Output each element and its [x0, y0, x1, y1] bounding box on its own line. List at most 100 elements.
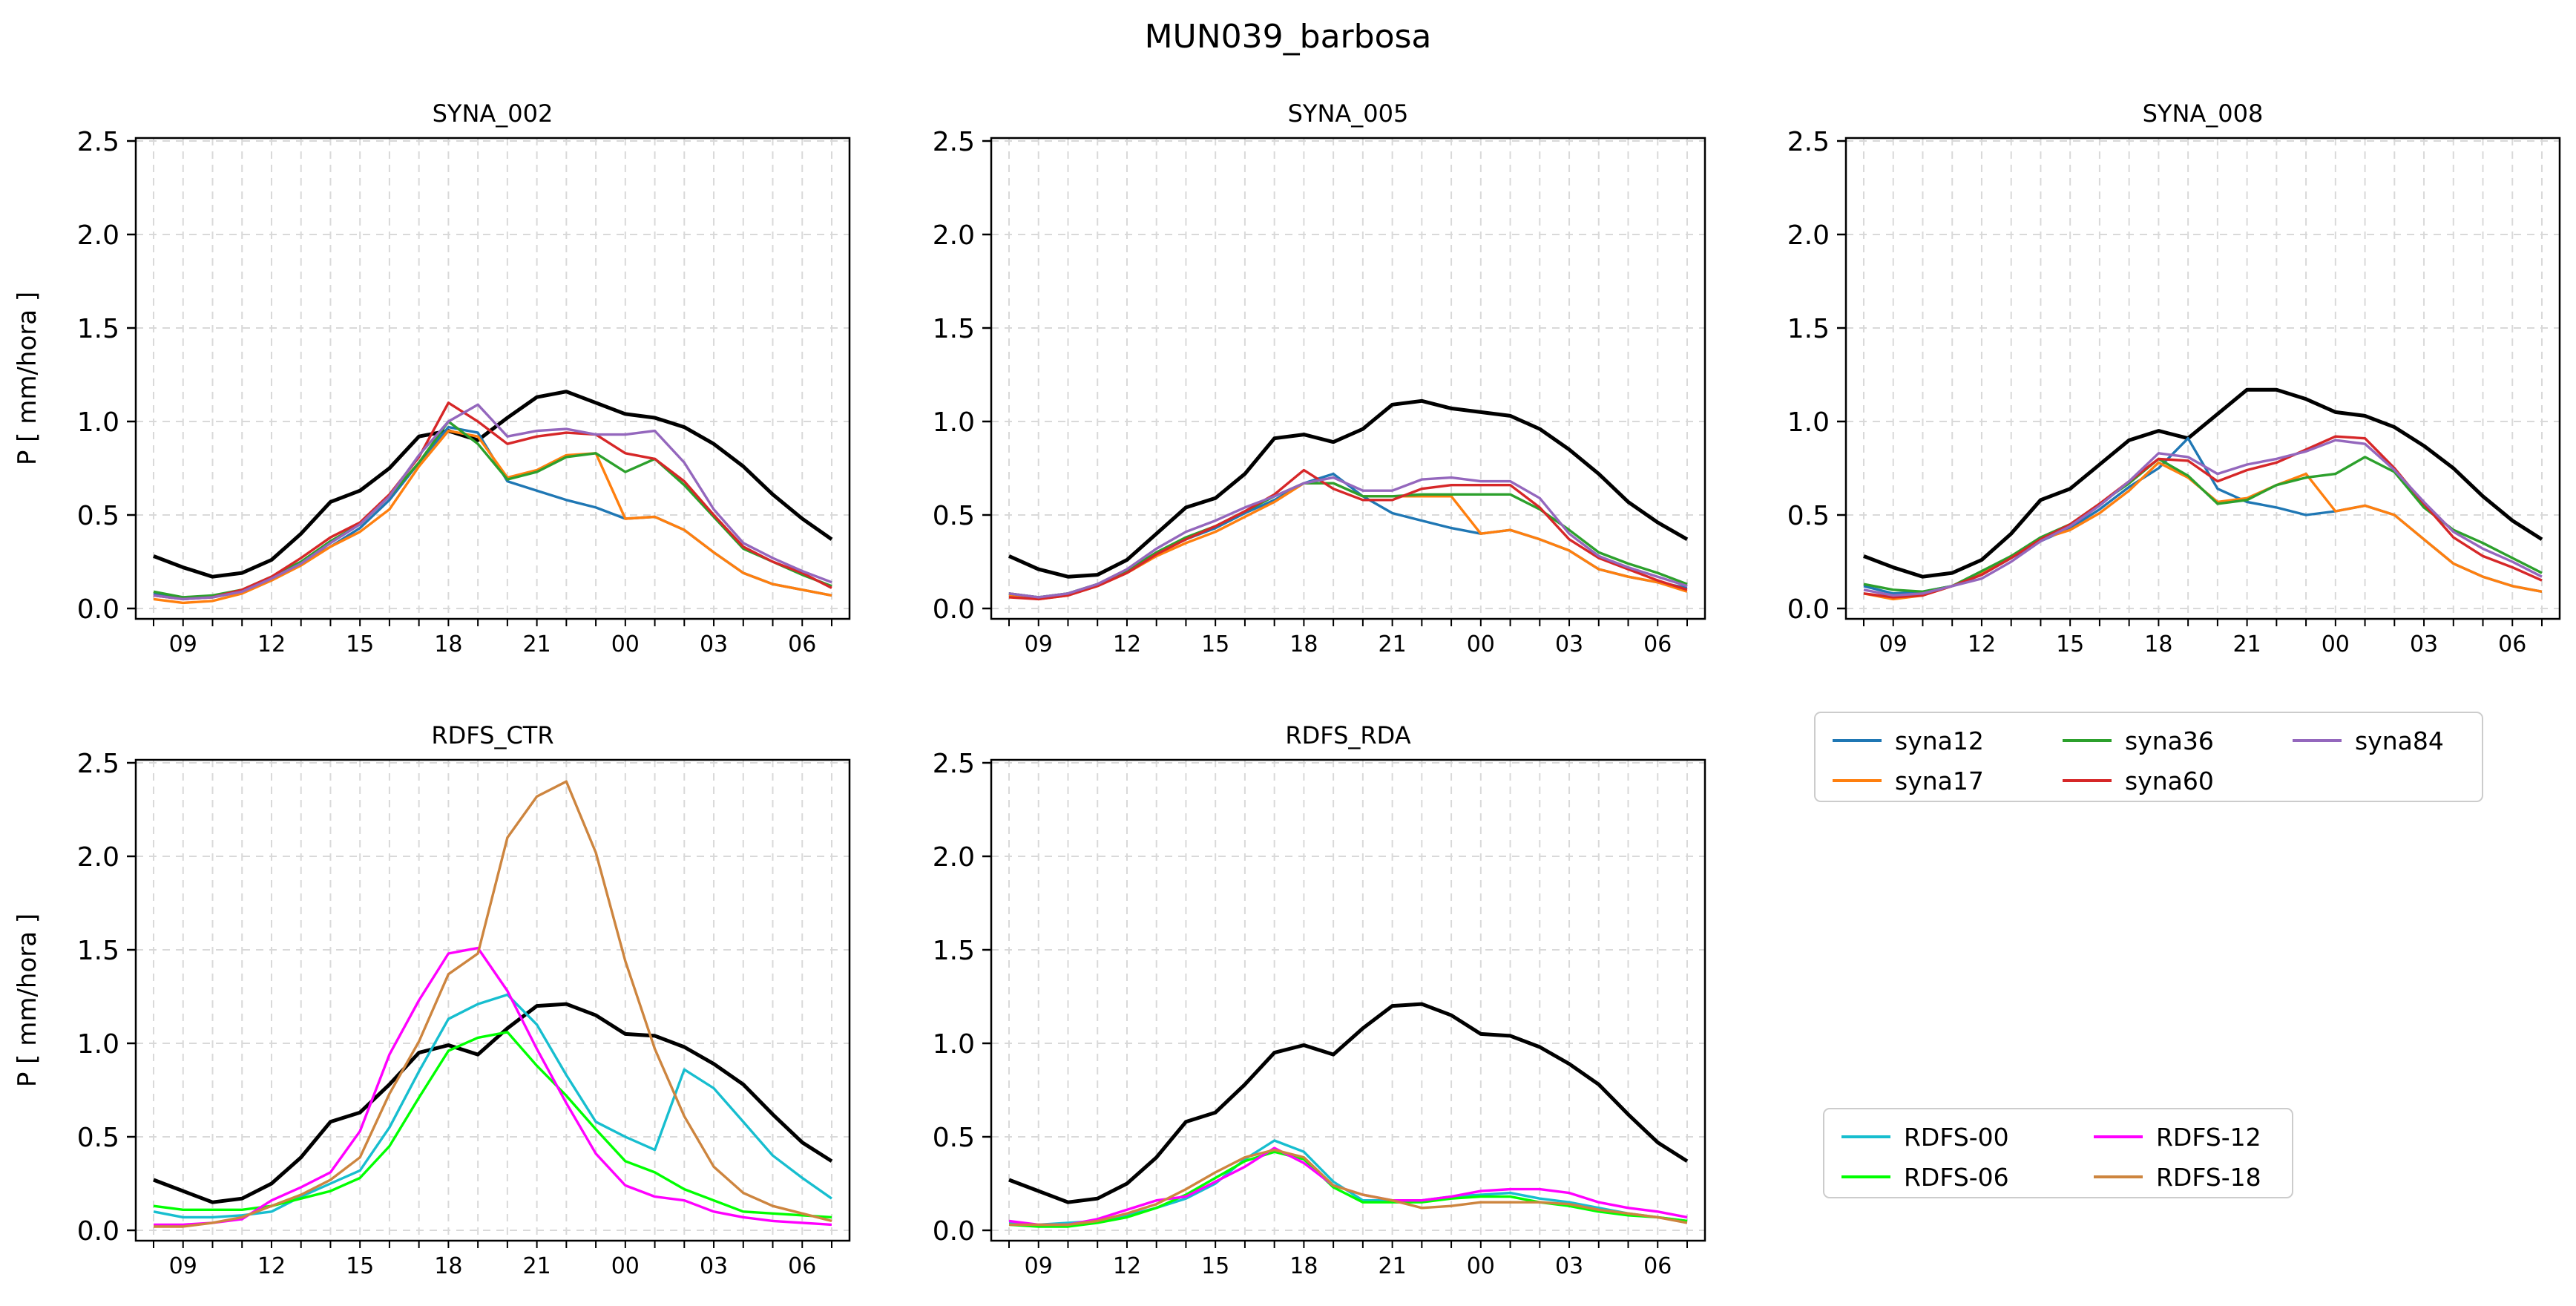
plot-frame	[1844, 137, 2561, 620]
series-line-syna84	[1863, 439, 2543, 597]
y-tick-label: 1.5	[1787, 314, 1830, 344]
x-tick-label: 18	[1289, 631, 1318, 657]
x-tick-label: 03	[1555, 631, 1583, 657]
series-line-syna84	[153, 403, 832, 601]
legend-frame	[1823, 1108, 2293, 1198]
x-tick-label: 09	[169, 1253, 197, 1279]
x-tick-label: 18	[434, 1253, 462, 1279]
y-tick-label: 2.0	[1787, 220, 1830, 251]
x-tick-label: 06	[1643, 1253, 1672, 1279]
y-tick-label: 2.5	[77, 127, 119, 157]
x-tick-label: 06	[788, 631, 816, 657]
y-tick-label: 1.5	[933, 936, 975, 966]
x-tick-label: 00	[611, 1253, 640, 1279]
x-tick-label: 12	[257, 631, 286, 657]
panel-syna-008: 0.0 0.5 1.0 1.5 2.0 2.5 09 12 15 18 21 00 03 06 SYNA_0…	[1787, 99, 2561, 657]
series-line-syna36	[1008, 482, 1688, 599]
x-tick-label: 12	[1113, 631, 1141, 657]
x-tick-label: 09	[1025, 1253, 1053, 1279]
y-tick-label: 2.0	[933, 842, 975, 873]
y-tick-label: 1.5	[933, 314, 975, 344]
y-tick-label: 2.5	[933, 127, 975, 157]
series-line-observed	[1008, 398, 1689, 579]
series-line-observed	[1008, 1002, 1689, 1204]
y-tick-label: 0.5	[933, 501, 975, 531]
panel-syna-005: 0.0 0.5 1.0 1.5 2.0 2.5 09 12 15 18 21 00 03 06 SYNA_0…	[933, 99, 1706, 657]
x-tick-label: 00	[1467, 631, 1495, 657]
x-tick-label: 15	[346, 631, 374, 657]
legend-label-rdfs-12: RDFS-12	[2156, 1123, 2261, 1152]
series-line-syna36	[1863, 456, 2543, 593]
x-tick-label: 06	[2498, 631, 2526, 657]
legend-rdfs: RDFS-00 RDFS-06 RDFS-12 RDFS-18	[1823, 1108, 2293, 1198]
legend-label-syna60: syna60	[2125, 767, 2214, 795]
legend-label-syna84: syna84	[2355, 726, 2444, 755]
series-line-syna84	[1008, 476, 1688, 599]
x-tick-label: 15	[1201, 631, 1229, 657]
series-line-observed	[153, 390, 833, 579]
y-tick-label: 1.0	[1787, 407, 1830, 438]
series-line-syna12	[153, 425, 832, 599]
series-line-rdfs-12	[1008, 1146, 1688, 1227]
series-line-syna60	[1008, 468, 1688, 601]
series-line-observed	[1863, 387, 2543, 579]
x-tick-label: 09	[169, 631, 197, 657]
x-tick-label: 00	[1467, 1253, 1495, 1279]
legend-label-syna36: syna36	[2125, 726, 2214, 755]
x-tick-label: 09	[1879, 631, 1908, 657]
y-tick-label: 0.5	[1787, 501, 1830, 531]
y-tick-label: 1.0	[933, 1029, 975, 1060]
y-tick-label: 0.5	[77, 1123, 119, 1153]
y-tick-label: 0.0	[1787, 594, 1830, 625]
legend-syna: syna12 syna17 syna36 syna60 syna84	[1814, 712, 2483, 802]
panel-title: SYNA_002	[433, 99, 553, 128]
series-line-syna36	[153, 420, 832, 599]
legend-label-rdfs-06: RDFS-06	[1904, 1163, 2009, 1192]
y-tick-label: 0.0	[933, 594, 975, 625]
x-tick-label: 21	[523, 1253, 551, 1279]
series-line-rdfs-18	[154, 780, 832, 1228]
x-tick-label: 15	[1201, 1253, 1229, 1279]
series-line-rdfs-00	[153, 993, 832, 1219]
x-tick-label: 21	[523, 631, 551, 657]
plot-frame	[134, 758, 851, 1242]
y-tick-label: 0.5	[77, 501, 119, 531]
legends: syna12syna17syna36syna60syna84RDFS-00RDF…	[1814, 712, 2483, 1198]
y-tick-label: 0.5	[933, 1123, 975, 1153]
series-line-rdfs-06	[1008, 1150, 1688, 1228]
panel-title: RDFS_RDA	[1285, 721, 1410, 749]
legend-label-rdfs-18: RDFS-18	[2156, 1163, 2261, 1192]
series-line-syna60	[1863, 435, 2543, 599]
y-tick-label: 1.0	[77, 1029, 119, 1060]
x-tick-label: 09	[1025, 631, 1053, 657]
legend-label-syna17: syna17	[1895, 767, 1984, 795]
x-tick-label: 21	[2233, 631, 2261, 657]
x-tick-label: 03	[700, 1253, 728, 1279]
x-tick-label: 12	[1968, 631, 1996, 657]
x-tick-label: 18	[434, 631, 462, 657]
series-line-syna60	[153, 401, 832, 601]
y-axis-label: P [ mm/hora ]	[13, 913, 42, 1087]
panel-title: SYNA_005	[1288, 99, 1409, 128]
panels: 0.0 0.5 1.0 1.5 2.0 2.5 09 12 15 18 21 00 03 06 SYNA_0…	[13, 99, 2561, 1279]
series-line-syna17	[153, 429, 832, 605]
legend-label-syna12: syna12	[1895, 726, 1984, 755]
x-tick-label: 06	[1643, 631, 1672, 657]
plot-frame	[990, 758, 1706, 1242]
x-tick-label: 15	[2056, 631, 2084, 657]
figure-title: MUN039_barbosa	[1145, 18, 1432, 56]
x-tick-label: 21	[1379, 631, 1407, 657]
y-tick-label: 2.5	[77, 749, 119, 779]
x-tick-label: 00	[611, 631, 640, 657]
x-tick-label: 21	[1379, 1253, 1407, 1279]
legend-frame	[1814, 712, 2483, 802]
series-line-syna12	[1863, 437, 2543, 595]
y-tick-label: 1.5	[77, 314, 119, 344]
x-tick-label: 12	[257, 1253, 286, 1279]
panel-title: RDFS_CTR	[431, 721, 553, 749]
panel-rdfs-rda: 0.0 0.5 1.0 1.5 2.0 2.5 09 12 15 18 21 00 03 06 RDFS_R…	[933, 721, 1706, 1279]
panel-rdfs-ctr: 0.0 0.5 1.0 1.5 2.0 2.5 09 12 15 18 21 00 03 06 RDFS_C…	[13, 721, 851, 1279]
x-tick-label: 15	[346, 1253, 374, 1279]
y-tick-label: 0.0	[77, 594, 119, 625]
